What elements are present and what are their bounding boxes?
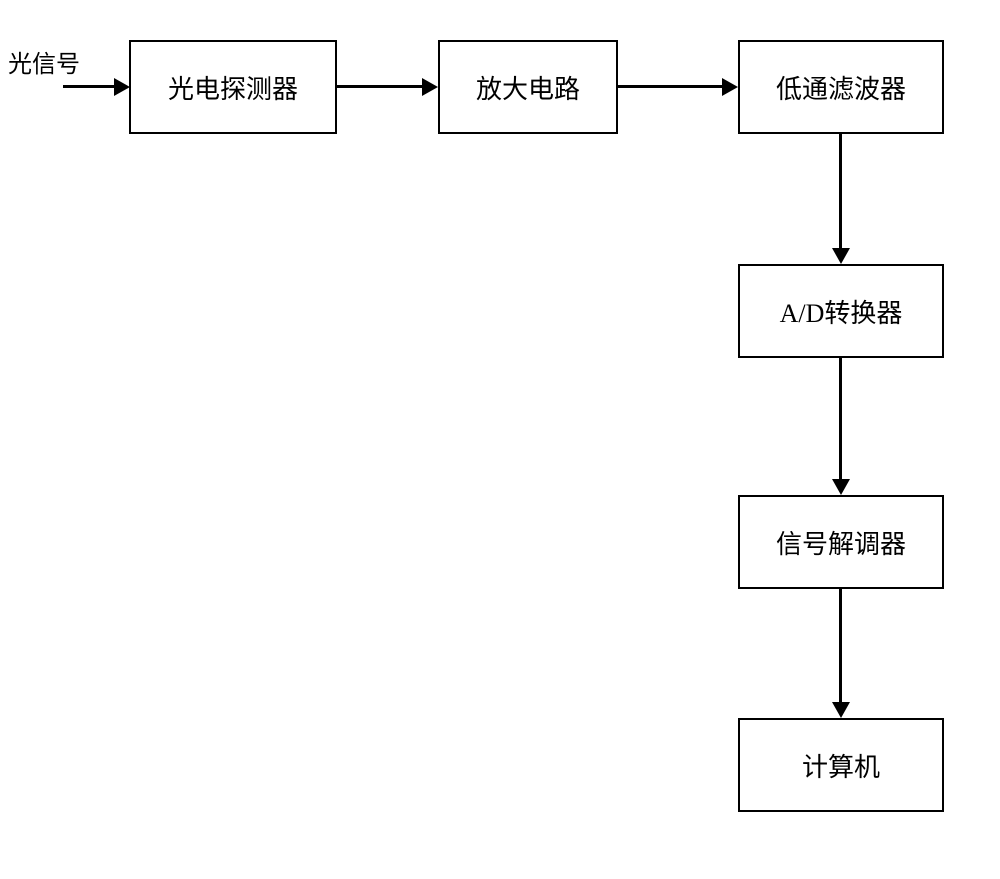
- node-lowpass-label: 低通滤波器: [776, 69, 906, 106]
- node-lowpass: 低通滤波器: [738, 40, 944, 134]
- input-label: 光信号: [8, 44, 80, 79]
- arrow-detector-amplifier: [337, 85, 423, 88]
- arrow-head-input-detector: [114, 78, 130, 96]
- arrow-adc-demodulator: [839, 358, 842, 480]
- node-computer-label: 计算机: [802, 747, 880, 784]
- node-adc: A/D转换器: [738, 264, 944, 358]
- arrow-head-amplifier-lowpass: [722, 78, 738, 96]
- node-detector: 光电探测器: [129, 40, 337, 134]
- arrow-lowpass-adc: [839, 134, 842, 249]
- node-detector-label: 光电探测器: [168, 69, 298, 106]
- arrow-amplifier-lowpass: [618, 85, 724, 88]
- node-adc-label: A/D转换器: [780, 293, 903, 330]
- node-amplifier-label: 放大电路: [476, 69, 580, 106]
- node-demodulator-label: 信号解调器: [776, 524, 906, 561]
- arrow-input-detector: [63, 85, 115, 88]
- arrow-head-demodulator-computer: [832, 702, 850, 718]
- node-computer: 计算机: [738, 718, 944, 812]
- arrow-demodulator-computer: [839, 589, 842, 703]
- node-amplifier: 放大电路: [438, 40, 618, 134]
- arrow-head-detector-amplifier: [422, 78, 438, 96]
- arrow-head-adc-demodulator: [832, 479, 850, 495]
- node-demodulator: 信号解调器: [738, 495, 944, 589]
- arrow-head-lowpass-adc: [832, 248, 850, 264]
